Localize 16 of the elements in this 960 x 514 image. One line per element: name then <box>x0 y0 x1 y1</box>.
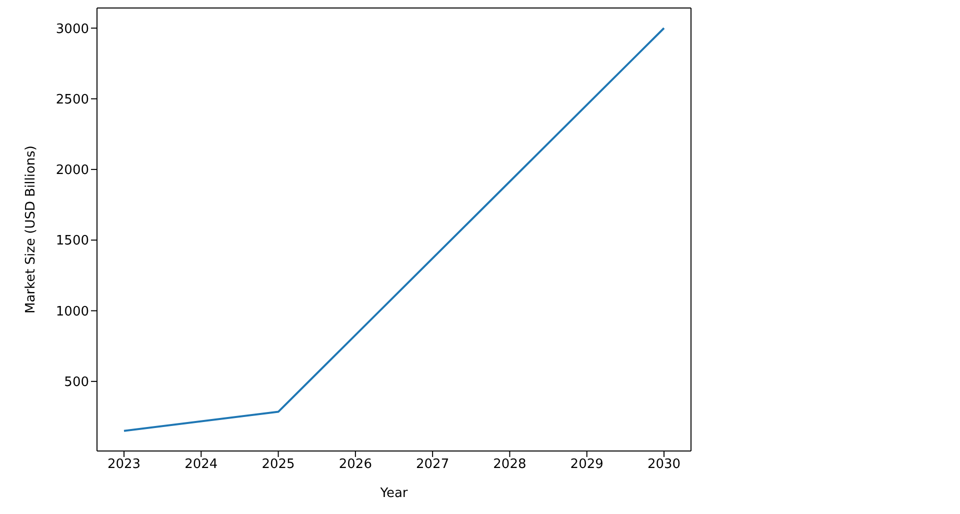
y-tick-label: 3000 <box>56 22 89 37</box>
y-tick-label: 1000 <box>56 304 89 320</box>
x-tick-label: 2023 <box>107 457 141 472</box>
y-tick-label: 500 <box>64 375 89 390</box>
x-axis-title: Year <box>379 486 408 501</box>
x-tick-label: 2025 <box>262 457 295 472</box>
x-tick-label: 2030 <box>647 457 681 472</box>
y-tick-label: 1500 <box>56 234 89 249</box>
x-tick-label: 2029 <box>570 457 604 472</box>
x-tick-label: 2028 <box>493 457 526 472</box>
x-tick-label: 2026 <box>338 457 372 472</box>
x-tick-label: 2024 <box>184 457 218 472</box>
y-tick-label: 2500 <box>56 92 89 108</box>
y-tick-label: 2000 <box>56 163 89 178</box>
x-tick-label: 2027 <box>416 457 450 472</box>
y-axis-title: Market Size (USD Billions) <box>24 145 39 314</box>
